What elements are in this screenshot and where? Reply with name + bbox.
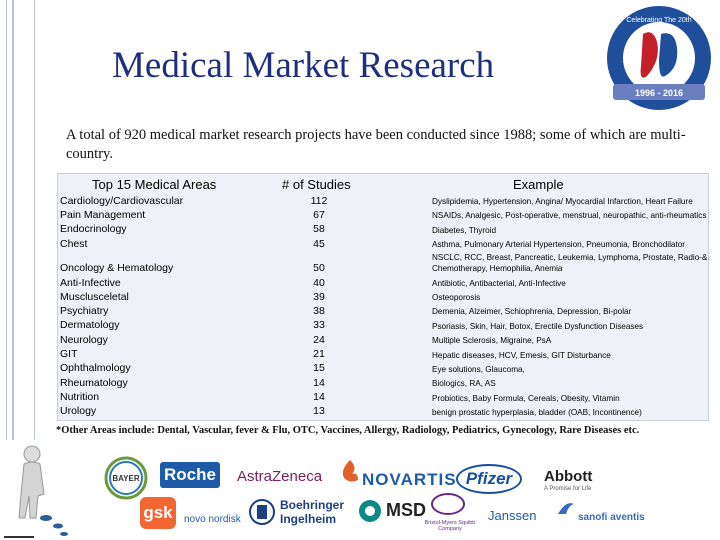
studies-count: 33 <box>313 319 325 331</box>
abbott-logo: Abbott <box>544 468 593 485</box>
sanofi-bird-icon <box>558 503 574 514</box>
area-urology: Urology <box>60 405 97 417</box>
svg-text:Celebrating The 20th: Celebrating The 20th <box>626 17 691 24</box>
novartis-flame-icon <box>342 460 358 482</box>
presenter-figure-icon <box>4 445 68 538</box>
left-decorative-bar <box>0 0 40 440</box>
bms-icon <box>431 493 465 515</box>
example-text: Diabetes, Thyroid <box>432 226 497 235</box>
example-text: Chemotherapy, Hemophilia, Anemia <box>432 264 563 273</box>
bms-logo: Bristol-Myers Squibb Company <box>424 520 476 532</box>
studies-count: 50 <box>313 262 325 274</box>
example-text: Demenia, Alzeimer, Schiophrenia, Depress… <box>432 307 632 316</box>
pfizer-logo: Pfizer <box>456 464 522 494</box>
example-text: Probiotics, Baby Formula, Cereals, Obesi… <box>432 394 620 403</box>
area-ophthalmology: Ophthalmology <box>60 362 131 374</box>
header-medical-areas: Top 15 Medical Areas <box>92 177 217 192</box>
area-git: GIT <box>60 348 78 360</box>
studies-count: 67 <box>313 209 325 221</box>
area-dermatology: Dermatology <box>60 319 120 331</box>
example-text: Biologics, RA, AS <box>432 379 496 388</box>
studies-count: 15 <box>313 362 325 374</box>
studies-count: 45 <box>313 238 325 250</box>
header-example: Example <box>513 177 564 192</box>
example-text: Antibiotic, Antibacterial, Anti-Infectiv… <box>432 279 566 288</box>
anniversary-seal-logo: 1996 - 2016 Celebrating The 20th <box>607 6 711 110</box>
area-anti-infective: Anti-Infective <box>60 277 121 289</box>
area-pain: Pain Management <box>60 209 146 221</box>
novartis-logo: NOVARTIS <box>362 470 457 489</box>
gsk-logo: gsk <box>140 497 176 529</box>
boehringer-logo-line2: Ingelheim <box>280 512 337 526</box>
intro-paragraph: A total of 920 medical market research p… <box>66 127 686 162</box>
janssen-logo: Janssen <box>488 508 537 523</box>
studies-count: 58 <box>313 223 325 235</box>
studies-count: 112 <box>310 195 328 207</box>
studies-count: 14 <box>313 391 325 403</box>
area-musculoskeletal: Musclusceletal <box>60 291 129 303</box>
example-text: Hepatic diseases, HCV, Emesis, GIT Distu… <box>432 351 611 360</box>
studies-count: 14 <box>313 377 325 389</box>
bayer-text: BAYER <box>112 474 139 483</box>
studies-count: 40 <box>313 277 325 289</box>
area-oncology: Oncology & Hematology <box>60 262 174 274</box>
boehringer-icon <box>249 499 275 525</box>
area-nutrition: Nutrition <box>60 391 100 403</box>
boehringer-logo-line1: Boehringer <box>280 498 345 512</box>
area-endocrinology: Endocrinology <box>60 223 127 235</box>
footnote: *Other Areas include: Dental, Vascular, … <box>56 425 640 436</box>
studies-count: 39 <box>313 291 325 303</box>
studies-count: 24 <box>313 334 325 346</box>
area-psychiatry: Psychiatry <box>60 305 109 317</box>
area-rheumatology: Rheumatology <box>60 377 128 389</box>
area-neurology: Neurology <box>60 334 108 346</box>
novo-nordisk-logo: novo nordisk <box>184 514 241 525</box>
example-text: Osteoporosis <box>432 293 481 302</box>
example-text: Multiple Sclerosis, Migraine, PsA <box>432 336 552 345</box>
msd-icon <box>359 500 381 522</box>
roche-logo: Roche <box>160 462 220 488</box>
example-text: Psoriasis, Skin, Hair, Botox, Erectile D… <box>432 322 644 331</box>
studies-count: 13 <box>313 405 325 417</box>
example-text: NSCLC, RCC, Breast, Pancreatic, Leukemia… <box>432 253 708 262</box>
abbott-tagline: A Promise for Life <box>544 486 592 492</box>
example-text: Dyslipidemia, Hypertension, Angina/ Myoc… <box>432 197 693 206</box>
svg-text:1996 - 2016: 1996 - 2016 <box>635 88 683 98</box>
medical-areas-table: Top 15 Medical Areas # of Studies Exampl… <box>57 173 709 421</box>
astrazeneca-logo: AstraZeneca <box>237 468 323 485</box>
bayer-logo: BAYER <box>104 456 148 500</box>
studies-count: 21 <box>313 348 325 360</box>
sanofi-logo: sanofi aventis <box>578 512 645 523</box>
example-text: Eye solutions, Glaucoma, <box>432 365 525 374</box>
example-text: benign prostatic hyperplasia, bladder (O… <box>432 408 642 417</box>
area-cardiology: Cardiology/Cardiovascular <box>60 195 184 207</box>
msd-logo: MSD <box>386 500 426 520</box>
area-chest: Chest <box>60 238 88 250</box>
page-title: Medical Market Research <box>112 45 495 86</box>
example-text: NSAIDs, Analgesic, Post-operative, menst… <box>432 211 707 220</box>
header-studies: # of Studies <box>282 177 351 192</box>
studies-count: 38 <box>313 305 325 317</box>
example-text: Asthma, Pulmonary Arterial Hypertension,… <box>432 240 686 249</box>
